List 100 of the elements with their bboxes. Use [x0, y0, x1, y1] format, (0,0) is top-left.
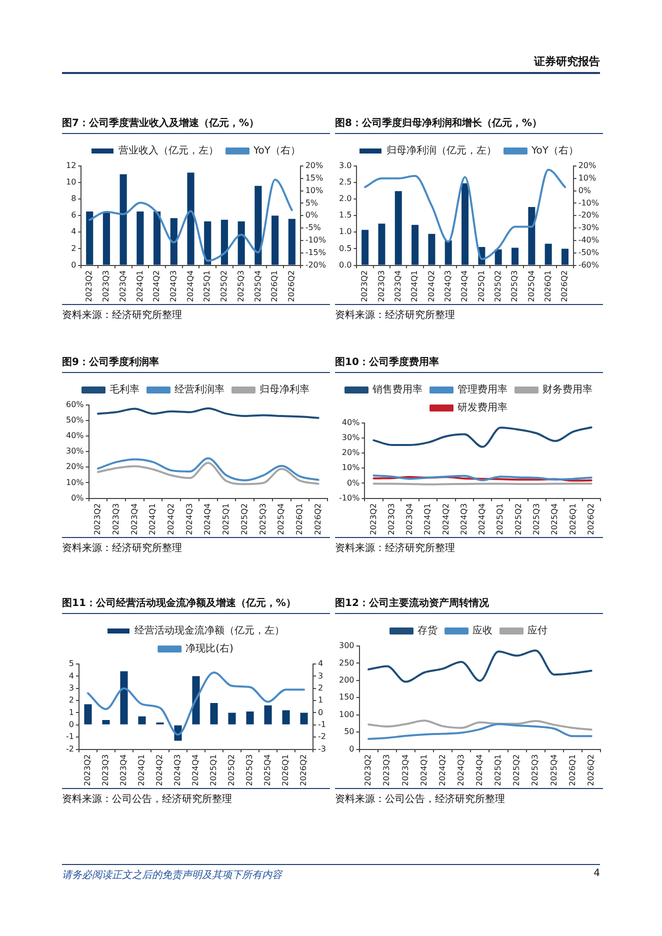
y-tick-label: 200: [338, 675, 354, 684]
bar: [228, 712, 236, 724]
y-tick-label: 2: [68, 696, 74, 705]
x-tick-label: 2023Q3: [386, 503, 396, 536]
x-tick-label: 2023Q4: [130, 503, 139, 536]
y-tick-label: 0%: [346, 478, 360, 488]
text: 4: [594, 868, 600, 879]
x-tick-label: 2024Q2: [438, 754, 447, 786]
x-tick-label: 2025Q3: [532, 503, 542, 536]
x-tick-label: 2024Q4: [186, 270, 195, 302]
x-tick-label: 2025Q3: [236, 270, 246, 302]
text: 证券研究报告: [534, 54, 600, 69]
legend-label: 应收: [472, 624, 492, 637]
bar: [136, 211, 144, 265]
bar: [462, 183, 469, 265]
y-tick-label: 40%: [66, 431, 84, 440]
x-tick-label: 2023Q2: [93, 503, 102, 536]
x-tick-label: 2026Q1: [568, 754, 577, 786]
y-tick-label: 0.0: [338, 260, 352, 270]
x-tick-label: 2023Q4: [118, 270, 128, 302]
text: 资料来源：公司公告，经济研究所整理: [335, 788, 603, 806]
x-tick-label: 2026Q1: [281, 754, 290, 786]
x-tick-label: 2024Q1: [423, 503, 432, 536]
bar: [170, 218, 178, 265]
x-tick-label: 2025Q4: [253, 270, 262, 302]
y-tick-label: 40%: [342, 418, 360, 428]
legend-label: 净现比(右): [186, 642, 234, 655]
y-tick-label: 0: [71, 260, 76, 270]
bar: [512, 248, 519, 265]
x-tick-label: 2023Q2: [84, 270, 94, 302]
y-tick-label: 300: [338, 641, 354, 650]
legend-label: 研发费用率: [458, 402, 508, 414]
y-tick-label: 3.0: [338, 161, 352, 170]
bar: [154, 211, 161, 265]
legend-label: 销售费用率: [372, 384, 422, 396]
y-tick-label: -1: [66, 732, 74, 742]
x-tick-label: 2024Q4: [203, 503, 212, 536]
x-tick-label: 2025Q2: [512, 754, 522, 786]
x-tick-label: 2026Q2: [299, 754, 308, 786]
line-series: [368, 649, 592, 683]
x-tick-label: 2024Q3: [443, 270, 452, 302]
x-tick-label: 2025Q4: [549, 754, 558, 786]
y-tick-label: 1.5: [338, 210, 352, 220]
x-tick-label: 2025Q3: [245, 754, 254, 786]
text: 资料来源：经济研究所整理: [335, 304, 603, 322]
y-tick-label: 10%: [66, 478, 84, 487]
legend-label: 财务费用率: [542, 384, 592, 396]
legend-label: 管理费用率: [458, 384, 508, 396]
y-tick-label: 0.5: [338, 244, 352, 253]
x-tick-label: 2023Q4: [393, 270, 402, 302]
bar: [238, 221, 245, 265]
line-series: [96, 462, 320, 486]
bar: [254, 186, 262, 265]
y-tick-label: -10%: [338, 493, 360, 502]
legend-label: 营业收入（亿元，左）: [118, 144, 218, 157]
y2-tick-label: 10%: [305, 186, 324, 195]
y-tick-label: 8: [71, 194, 76, 204]
y2-tick-label: 0%: [578, 186, 592, 195]
x-tick-label: 2023Q3: [111, 503, 120, 536]
bar: [412, 224, 419, 265]
bar: [102, 211, 110, 265]
legend-label: 归母净利润（亿元，左）: [386, 144, 496, 157]
x-tick-label: 2025Q1: [209, 754, 218, 786]
x-tick-label: 2026Q2: [286, 270, 296, 302]
bar: [86, 211, 94, 265]
x-tick-label: 2026Q2: [560, 270, 570, 302]
y2-tick-label: 1: [318, 696, 324, 705]
x-tick-label: 2025Q1: [202, 270, 212, 302]
y2-tick-label: -40%: [578, 236, 600, 245]
y-tick-label: 100: [338, 710, 354, 719]
y2-tick-label: 15%: [305, 173, 324, 182]
bar: [204, 221, 212, 265]
chart-title: 图10：公司季度费用率: [335, 355, 603, 373]
y2-tick-label: 20%: [578, 161, 597, 170]
x-tick-label: 2024Q2: [441, 503, 450, 536]
text: 资料来源：公司公告，经济研究所整理: [62, 788, 330, 806]
bar: [444, 240, 452, 265]
line-series: [96, 407, 320, 419]
line-series: [88, 178, 293, 262]
bar: [362, 230, 369, 265]
y2-tick-label: -5%: [305, 223, 322, 232]
y-tick-label: 20%: [66, 462, 84, 472]
x-tick-label: 2023Q3: [102, 270, 111, 302]
chart-title: 图9：公司季度利润率: [62, 355, 330, 373]
x-tick-label: 2025Q3: [258, 503, 268, 536]
y2-tick-label: -50%: [578, 248, 600, 257]
x-tick-label: 2024Q1: [135, 270, 144, 302]
y2-tick-label: 0: [318, 708, 324, 717]
text: 资料来源：经济研究所整理: [62, 537, 330, 555]
y-tick-label: 50: [344, 727, 354, 736]
y-tick-label: 10%: [342, 463, 360, 472]
x-tick-label: 2025Q4: [276, 503, 286, 536]
x-tick-label: 2026Q1: [543, 270, 552, 302]
x-tick-label: 2024Q2: [155, 754, 164, 786]
y-tick-label: 0: [68, 720, 74, 729]
y2-tick-label: 3: [318, 671, 324, 680]
x-tick-label: 2023Q4: [400, 754, 410, 786]
y-tick-label: 2.5: [338, 178, 352, 187]
bar: [84, 704, 92, 724]
x-tick-label: 2025Q1: [476, 270, 486, 302]
